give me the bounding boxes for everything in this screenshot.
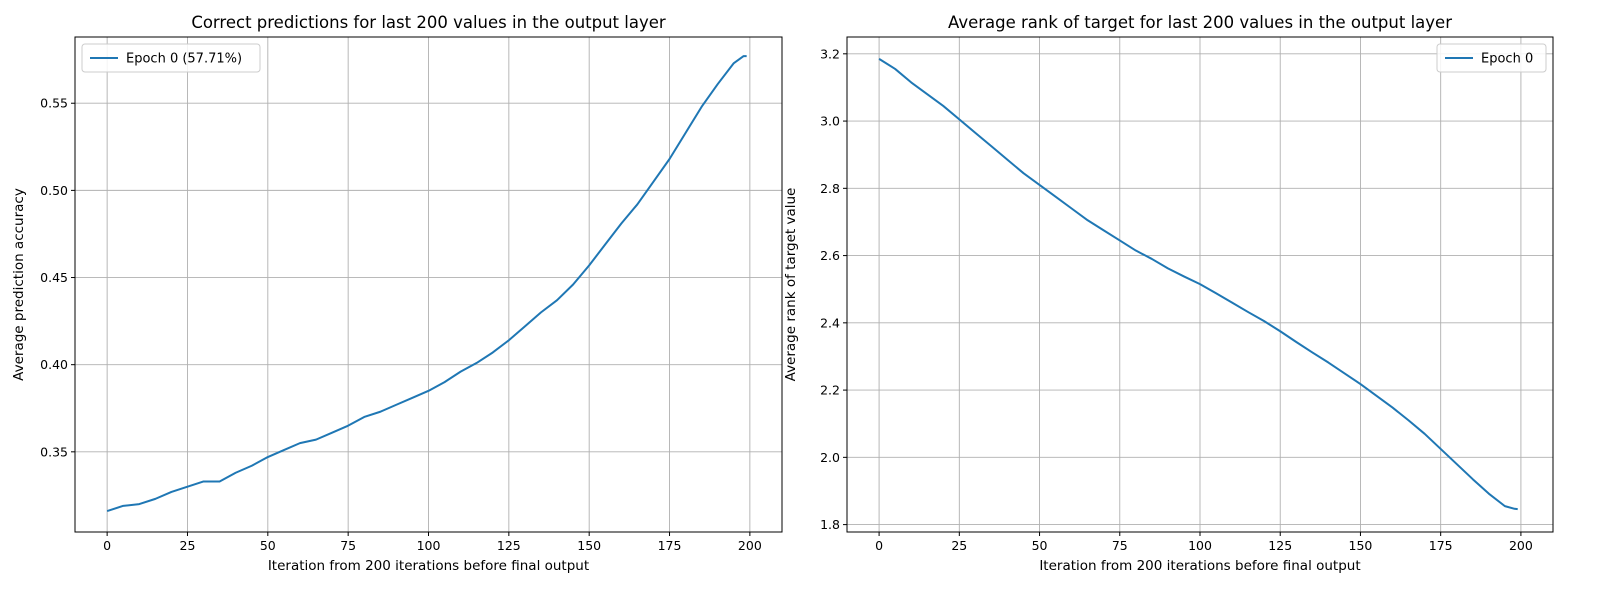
y-axis-label: Average rank of target value — [783, 188, 799, 382]
x-tick-label: 150 — [1349, 538, 1373, 553]
accuracy-chart: 0 25 50 75 100 125 150 175 200 0.35 0.40 0.45 0.50 0.… — [11, 13, 783, 574]
chart-title: Average rank of target for last 200 valu… — [948, 13, 1452, 32]
x-tick-label: 175 — [658, 538, 682, 553]
y-tick-label: 2.2 — [820, 383, 840, 398]
x-axis-label: Iteration from 200 iterations before fin… — [268, 558, 589, 574]
series-line — [878, 58, 1518, 511]
y-tick-label: 0.45 — [40, 270, 68, 285]
chart-title: Correct predictions for last 200 values … — [191, 13, 666, 32]
plot-frame — [846, 36, 1554, 533]
x-tick-label: 100 — [1188, 538, 1212, 553]
y-tick-label: 2.8 — [820, 181, 840, 196]
legend-label: Epoch 0 (57.71%) — [126, 52, 242, 67]
x-tick-label: 0 — [875, 538, 883, 553]
x-tick-label: 50 — [1032, 538, 1048, 553]
y-axis-label: Average prediction accuracy — [11, 188, 27, 381]
x-tick-label: 125 — [1268, 538, 1292, 553]
x-tick-label: 25 — [951, 538, 967, 553]
x-tick-label: 200 — [1509, 538, 1533, 553]
x-tick-label: 75 — [1112, 538, 1128, 553]
x-tick-label: 100 — [417, 538, 441, 553]
y-tick-label: 0.55 — [40, 96, 68, 111]
y-tick-label: 2.6 — [820, 248, 840, 263]
rank-chart: 0 25 50 75 100 125 150 175 200 1.8 2.0 2.2 2.4 2.6 2.8… — [783, 13, 1554, 574]
legend-box — [81, 43, 261, 73]
y-tick-label: 0.35 — [40, 444, 68, 459]
legend-label: Epoch 0 — [1481, 52, 1533, 67]
x-tick-label: 25 — [180, 538, 196, 553]
x-tick-label: 75 — [340, 538, 356, 553]
series-line — [106, 55, 747, 513]
legend-box — [1436, 43, 1547, 73]
y-tick-label: 2.4 — [820, 315, 840, 330]
y-tick-label: 3.0 — [820, 114, 840, 129]
y-tick-label: 3.2 — [820, 46, 840, 61]
y-tick-label: 0.40 — [40, 357, 68, 372]
plot-frame — [74, 36, 783, 533]
x-tick-label: 0 — [103, 538, 111, 553]
legend: Epoch 0 (57.71%) — [81, 43, 261, 73]
x-tick-label: 50 — [260, 538, 276, 553]
x-tick-label: 175 — [1429, 538, 1453, 553]
y-tick-label: 1.8 — [820, 517, 840, 532]
y-tick-label: 2.0 — [820, 450, 840, 465]
x-tick-label: 200 — [738, 538, 762, 553]
x-axis-label: Iteration from 200 iterations before fin… — [1039, 558, 1360, 574]
y-tick-label: 0.50 — [40, 183, 68, 198]
legend: Epoch 0 — [1436, 43, 1547, 73]
x-tick-label: 150 — [577, 538, 601, 553]
x-tick-label: 125 — [497, 538, 521, 553]
